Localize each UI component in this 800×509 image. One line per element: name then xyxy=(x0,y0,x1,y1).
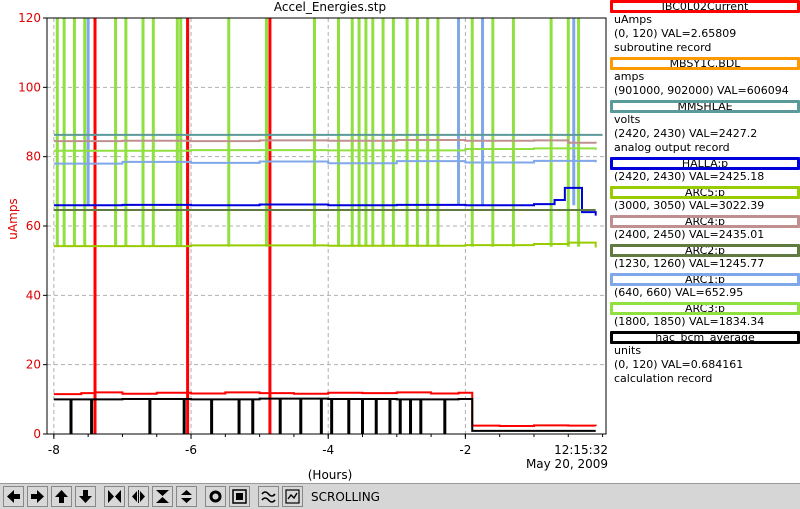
series-line xyxy=(53,147,597,152)
legend-detail: (3000, 3050) VAL=3022.39 xyxy=(614,199,765,212)
legend-detail: uAmps xyxy=(614,13,652,26)
strip-chart[interactable]: 0 20 40 60 80 100 120 -8 -6 -4 -2 xyxy=(0,0,610,483)
plot-border xyxy=(46,17,607,435)
legend-name-button[interactable]: IBC0L02Current xyxy=(610,0,800,13)
legend-entry: ARC2:p (1230, 1260) VAL=1245.77 xyxy=(610,244,800,271)
arrow-left-icon xyxy=(7,490,20,503)
y-tick-label: 40 xyxy=(26,288,41,302)
legend-detail: (901000, 902000) VAL=606094 xyxy=(614,84,789,97)
legend-entry: ARC3:p (1800, 1850) VAL=1834.34 xyxy=(610,302,800,329)
time-stamp-date: May 20, 2009 xyxy=(525,457,608,471)
y-tick-label: 0 xyxy=(33,427,41,441)
legend-detail: (1800, 1850) VAL=1834.34 xyxy=(614,315,765,328)
legend-name-button[interactable]: ARC1:p xyxy=(610,273,800,286)
legend-detail: (2400, 2450) VAL=2435.01 xyxy=(614,228,765,241)
scroll-mode-button[interactable] xyxy=(258,486,279,507)
zoom-out-y-button[interactable] xyxy=(176,486,197,507)
legend-detail: analog output record xyxy=(614,141,730,154)
pause-icon xyxy=(285,489,300,504)
legend-detail: units xyxy=(614,344,642,357)
arrow-right-icon xyxy=(31,490,44,503)
crosshair-button[interactable] xyxy=(229,486,250,507)
plot-frame xyxy=(46,17,607,435)
legend-detail: (0, 120) VAL=0.684161 xyxy=(614,358,744,371)
legend-name-button[interactable]: ARC3:p xyxy=(610,302,800,315)
window-title: Accel_Energies.stp xyxy=(273,0,387,14)
legend-entry: ARC1:p (640, 660) VAL=652.95 xyxy=(610,273,800,300)
scroll-right-button[interactable] xyxy=(27,486,48,507)
x-axis-label: (Hours) xyxy=(307,468,353,482)
scroll-up-button[interactable] xyxy=(51,486,72,507)
zoom-in-y-button[interactable] xyxy=(152,486,173,507)
record-icon xyxy=(209,490,222,503)
series-line xyxy=(53,241,597,248)
scroll-mode-icon xyxy=(261,491,276,503)
legend-entry: hac_bcm_average units (0, 120) VAL=0.68416… xyxy=(610,331,800,386)
legend-name-button[interactable]: MMSHLAE xyxy=(610,100,800,113)
scroll-down-button[interactable] xyxy=(75,486,96,507)
series-line xyxy=(53,186,597,216)
legend-detail: volts xyxy=(614,113,641,126)
pause-button[interactable] xyxy=(282,486,303,507)
legend-name-button[interactable]: MBSY1C.BDL xyxy=(610,57,800,70)
x-tick-label: -8 xyxy=(48,443,60,457)
legend-name-button[interactable]: ARC2:p xyxy=(610,244,800,257)
legend-entry: HALLA:p (2420, 2430) VAL=2425.18 xyxy=(610,157,800,184)
legend-entry: ARC4:p (2400, 2450) VAL=2435.01 xyxy=(610,215,800,242)
series-line xyxy=(53,139,597,144)
y-tick-label: 100 xyxy=(18,80,41,94)
legend-detail: (2420, 2430) VAL=2427.2 xyxy=(614,127,758,140)
x-tick-label: -6 xyxy=(185,443,197,457)
legend-detail: (2420, 2430) VAL=2425.18 xyxy=(614,170,765,183)
zoom-out-x-icon xyxy=(132,490,145,503)
legend-entry: IBC0L02Current uAmps (0, 120) VAL=2.65809 s… xyxy=(610,0,800,55)
arrow-down-icon xyxy=(79,490,92,503)
legend-detail: subroutine record xyxy=(614,41,712,54)
legend-name-button[interactable]: HALLA:p xyxy=(610,157,800,170)
zoom-in-x-button[interactable] xyxy=(104,486,125,507)
y-tick-label: 60 xyxy=(26,219,41,233)
legend-entry: MMSHLAE volts (2420, 2430) VAL=2427.2 analo… xyxy=(610,100,800,155)
series-line xyxy=(53,397,596,432)
time-stamp: 12:15:32 May 20, 2009 xyxy=(500,443,608,471)
zoom-in-y-icon xyxy=(156,490,169,503)
y-tick-label: 20 xyxy=(26,358,41,372)
series-line xyxy=(53,159,597,165)
zoom-out-x-button[interactable] xyxy=(128,486,149,507)
legend-detail: amps xyxy=(614,70,645,83)
y-tick-label: 80 xyxy=(26,150,41,164)
legend-panel: IBC0L02Current uAmps (0, 120) VAL=2.65809 s… xyxy=(610,0,800,388)
x-tick-label: -2 xyxy=(459,443,471,457)
record-button[interactable] xyxy=(205,486,226,507)
mode-label: SCROLLING xyxy=(311,489,380,504)
arrow-up-icon xyxy=(55,490,68,503)
series-line xyxy=(53,391,597,428)
legend-name-button[interactable]: ARC5:p xyxy=(610,186,800,199)
legend-detail: (0, 120) VAL=2.65809 xyxy=(614,27,737,40)
legend-entry: MBSY1C.BDL amps (901000, 902000) VAL=60609… xyxy=(610,57,800,98)
x-tick-label: -4 xyxy=(322,443,334,457)
crosshair-icon xyxy=(232,489,247,504)
zoom-in-x-icon xyxy=(108,490,121,503)
legend-detail: (1230, 1260) VAL=1245.77 xyxy=(614,257,765,270)
zoom-out-y-icon xyxy=(181,490,192,503)
time-stamp-time: 12:15:32 xyxy=(554,443,608,457)
toolbar: SCROLLING xyxy=(0,483,800,509)
legend-name-button[interactable]: hac_bcm_average xyxy=(610,331,800,344)
y-tick-label: 120 xyxy=(18,11,41,25)
legend-detail: calculation record xyxy=(614,372,713,385)
legend-name-button[interactable]: ARC4:p xyxy=(610,215,800,228)
legend-detail: (640, 660) VAL=652.95 xyxy=(614,286,744,299)
scroll-left-button[interactable] xyxy=(3,486,24,507)
legend-entry: ARC5:p (3000, 3050) VAL=3022.39 xyxy=(610,186,800,213)
